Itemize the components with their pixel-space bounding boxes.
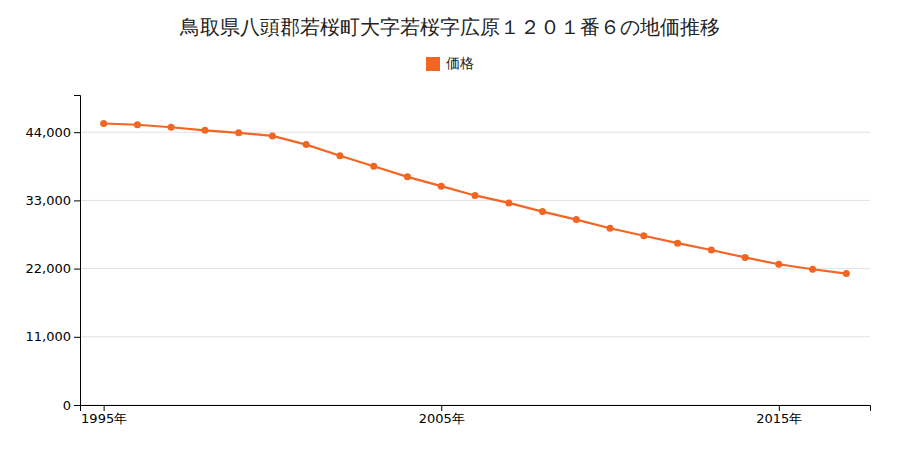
x-tick-mark xyxy=(779,405,780,411)
grid-line xyxy=(80,268,870,269)
point xyxy=(505,199,512,206)
point xyxy=(438,183,445,190)
point xyxy=(404,173,411,180)
y-tick-label: 0 xyxy=(63,398,71,413)
x-tick: 1995年 xyxy=(81,405,127,426)
y-tick: 0 xyxy=(63,398,80,413)
grid-line xyxy=(80,132,870,133)
point xyxy=(775,261,782,268)
x-tick-label: 2005年 xyxy=(419,411,465,426)
point xyxy=(607,225,614,232)
legend-item: 価格 xyxy=(426,55,474,71)
point xyxy=(573,216,580,223)
point xyxy=(303,141,310,148)
point xyxy=(168,124,175,131)
point xyxy=(370,163,377,170)
y-tick-label: 22,000 xyxy=(26,261,72,276)
y-tick-mark xyxy=(74,269,80,270)
point xyxy=(843,270,850,277)
x-tick-mark xyxy=(104,405,105,411)
x-tick: 2015年 xyxy=(756,405,802,426)
title: 鳥取県八頭郡若桜町大字若桜字広原１２０１番６の地価推移 xyxy=(179,15,720,39)
point xyxy=(472,192,479,199)
x-tick-label: 1995年 xyxy=(81,411,127,426)
x-axis: 1995年 2005年 2015年 xyxy=(81,405,871,426)
point xyxy=(134,121,141,128)
point xyxy=(640,232,647,239)
x-tick-mark xyxy=(441,405,442,411)
line xyxy=(104,124,847,274)
point xyxy=(539,208,546,215)
y-tick-label: 44,000 xyxy=(26,125,72,140)
point xyxy=(742,254,749,261)
x-tick: 2005年 xyxy=(419,405,465,426)
point xyxy=(235,129,242,136)
point xyxy=(674,240,681,247)
marks xyxy=(100,120,850,277)
y-tick-mark xyxy=(74,132,80,133)
plot: 1995年 2005年 2015年 0 11,000 22,000 33,000 44,000 xyxy=(26,96,871,427)
y-tick-mark xyxy=(74,200,80,201)
y-tick: 33,000 xyxy=(26,193,81,208)
legend: 価格 xyxy=(426,55,474,71)
y-axis-line xyxy=(74,96,81,406)
y-tick: 22,000 xyxy=(26,261,81,276)
x-axis-line xyxy=(81,406,871,412)
point xyxy=(336,152,343,159)
grid-line xyxy=(80,336,870,337)
point xyxy=(708,247,715,254)
point xyxy=(269,132,276,139)
y-tick-label: 33,000 xyxy=(26,193,72,208)
y-tick-label: 11,000 xyxy=(26,329,72,344)
y-tick: 11,000 xyxy=(26,329,81,344)
legend-label: 価格 xyxy=(446,55,474,71)
point xyxy=(100,120,107,127)
y-tick: 44,000 xyxy=(26,125,81,140)
chart: 鳥取県八頭郡若桜町大字若桜字広原１２０１番６の地価推移 1995年 2005年 201… xyxy=(0,0,900,450)
legend-swatch xyxy=(426,57,440,71)
y-tick-mark xyxy=(74,405,80,406)
y-tick-mark xyxy=(74,337,80,338)
x-tick-label: 2015年 xyxy=(756,411,802,426)
y-axis: 0 11,000 22,000 33,000 44,000 xyxy=(26,96,81,413)
point xyxy=(809,266,816,273)
point xyxy=(201,127,208,134)
grid-line xyxy=(80,200,870,201)
grid xyxy=(80,132,870,405)
